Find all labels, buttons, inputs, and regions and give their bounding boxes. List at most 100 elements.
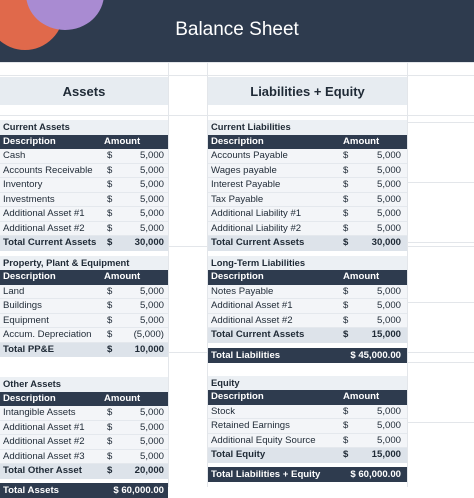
title-banner: Balance Sheet [0,0,474,62]
page-title: Balance Sheet [175,19,299,40]
table-row: Accounts Receivable $5,000 [0,163,168,178]
table-row: Accum. Depreciation $ (5,000) [0,328,168,343]
row-description: Additional Asset #1 [211,300,293,311]
amount-column-header: Amount [104,271,141,282]
row-description: Interest Payable [211,179,281,190]
dollar-sign: $ [107,329,113,340]
dollar-sign: $ [107,300,113,311]
row-description: Investments [3,193,55,205]
row-amount: 5,000 [139,314,164,326]
total-label: Total PP&E [3,343,54,355]
row-description: Equipment [3,314,49,326]
dollar-sign: $ [343,179,349,190]
other-assets-heading: Other Assets [0,377,168,392]
long-term-liabilities-total-row: Total Current Assets $15,000 [208,328,407,343]
table-row: Stock $5,000 [208,404,407,419]
row-description: Accounts Receivable [3,164,93,176]
total-amount: 30,000 [134,237,164,248]
row-description: Additional Asset #3 [3,450,85,462]
row-amount: 5,000 [139,407,164,418]
total-label: Total Equity [211,449,266,460]
total-label: Total Current Assets [3,237,97,248]
dollar-sign: $ [107,150,113,161]
row-description: Notes Payable [211,285,274,297]
row-description: Additional Asset #2 [3,436,85,447]
row-description: Buildings [3,300,42,311]
table-row: Cash $5,000 [0,149,168,164]
row-description: Inventory [3,179,43,190]
row-description: Additional Asset #1 [3,421,85,433]
row-amount: 5,000 [139,436,164,447]
row-amount: 5,000 [376,179,401,190]
row-amount: 5,000 [139,208,164,219]
ppe-heading: Property, Plant & Equipment [0,255,168,270]
description-column-header: Description [211,391,264,402]
row-amount: 5,000 [376,405,401,417]
row-description: Wages payable [211,164,277,176]
row-description: Additional Asset #2 [211,314,293,326]
current-assets-heading-label: Current Assets [3,121,70,132]
table-row: Inventory $5,000 [0,178,168,193]
row-amount: 5,000 [376,434,401,446]
table-row: Additional Asset #3 $5,000 [0,449,168,464]
table-row: Additional Liability #2 $5,000 [208,221,407,236]
table-row: Investments $5,000 [0,192,168,207]
table-row: Retained Earnings $5,000 [208,419,407,434]
row-description: Stock [211,405,235,417]
dollar-sign: $ [343,434,349,446]
amount-column-header: Amount [104,135,141,147]
table-header: Description Amount [0,270,168,285]
total-liabilities-row-amount: $ 45,000.00 [350,349,401,361]
total-amount: 15,000 [371,329,401,340]
dollar-sign: $ [107,465,113,476]
assets-column: Current Assets Description Amount Cash $5,00… [0,120,168,498]
row-amount: 5,000 [376,314,401,326]
total-amount: 30,000 [371,237,401,248]
row-description: Additional Asset #2 [3,222,85,234]
row-amount: 5,000 [139,193,164,205]
equity-heading-label: Equity [211,376,240,388]
current-liabilities-heading-label: Current Liabilities [211,121,291,132]
dollar-sign: $ [107,407,113,418]
dollar-sign: $ [107,421,113,433]
row-description: Retained Earnings [211,420,290,431]
row-amount: 5,000 [376,193,401,205]
row-amount: 5,000 [139,222,164,234]
description-column-header: Description [3,271,56,282]
equity-section: Equity Description Amount Stock $5,000 Retain… [208,375,407,463]
row-amount: 5,000 [139,450,164,462]
row-description: Accum. Depreciation [3,329,92,340]
equity-total-row: Total Equity $15,000 [208,448,407,463]
equity-heading: Equity [208,375,407,390]
row-amount: 5,000 [139,150,164,161]
table-row: Interest Payable $5,000 [208,178,407,193]
table-row: Equipment $5,000 [0,313,168,328]
total-amount: 15,000 [371,449,401,460]
dollar-sign: $ [343,405,349,417]
row-description: Cash [3,150,26,161]
dollar-sign: $ [343,208,349,219]
dollar-sign: $ [107,450,113,462]
dollar-sign: $ [343,237,349,248]
row-amount: 5,000 [376,300,401,311]
row-description: Tax Payable [211,193,264,205]
liabilities-equity-heading: Liabilities + Equity [208,77,407,105]
dollar-sign: $ [107,343,113,355]
table-header: Description Amount [208,134,407,149]
total-label: Total Current Assets [211,329,305,340]
table-row: Land $5,000 [0,284,168,299]
dollar-sign: $ [343,300,349,311]
dollar-sign: $ [343,314,349,326]
table-header: Description Amount [208,270,407,285]
dollar-sign: $ [107,164,113,176]
total-amount: 20,000 [134,465,164,476]
row-amount: 5,000 [376,420,401,431]
current-liabilities-heading: Current Liabilities [208,120,407,135]
table-row: Additional Liability #1 $5,000 [208,207,407,222]
total-assets-row-amount: $ 60,000.00 [113,484,164,496]
row-description: Additional Liability #2 [211,222,302,234]
dollar-sign: $ [343,164,349,176]
other-assets-heading-label: Other Assets [3,378,62,389]
dollar-sign: $ [343,193,349,205]
dollar-sign: $ [107,222,113,234]
